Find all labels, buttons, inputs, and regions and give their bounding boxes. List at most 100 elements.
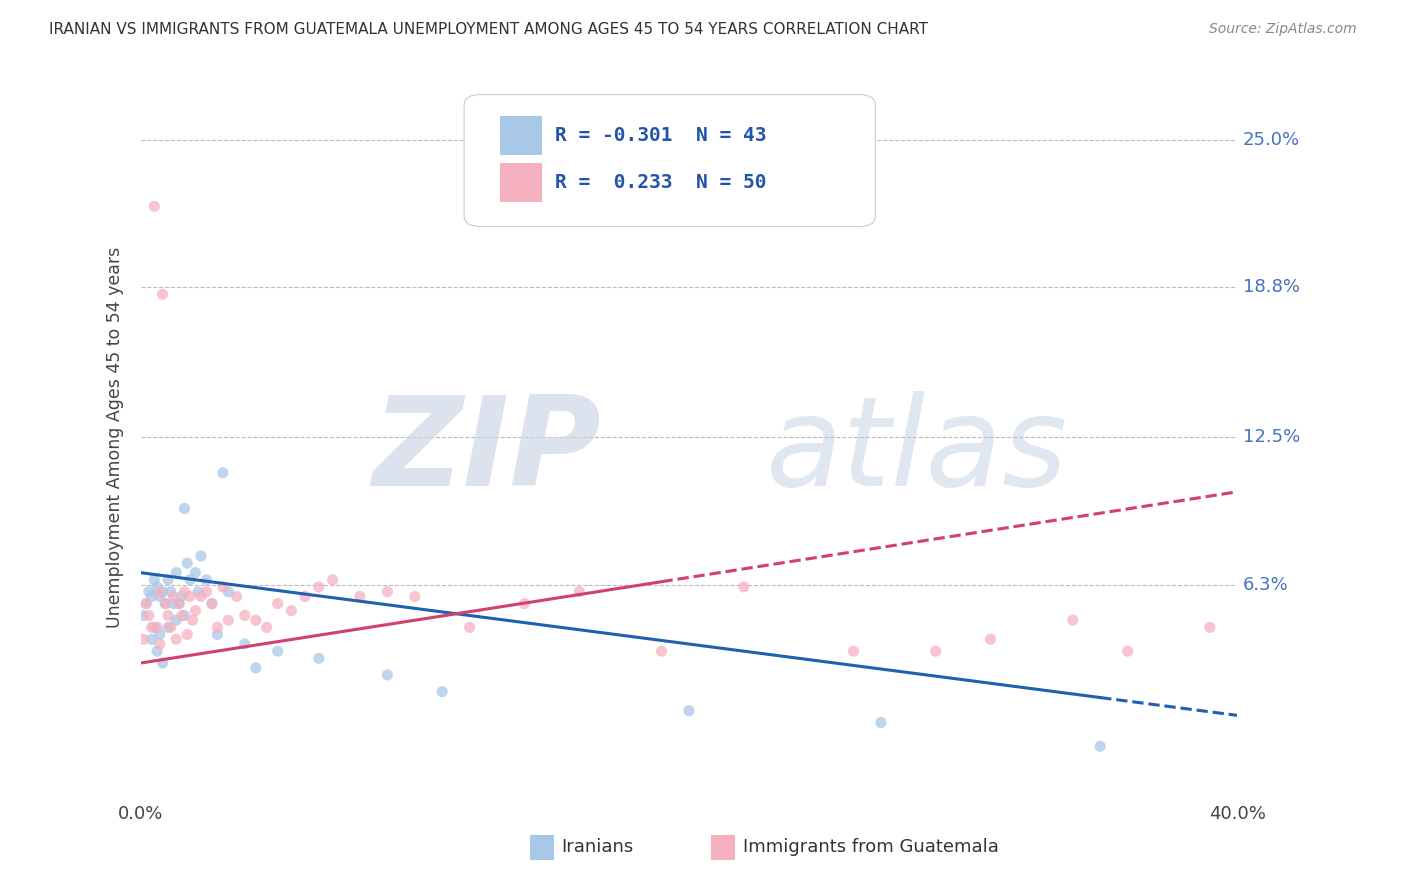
Point [141, 620, 163, 634]
Point [195, 573, 218, 587]
Point [190, 590, 212, 604]
Point [157, 573, 180, 587]
Text: IRANIAN VS IMMIGRANTS FROM GUATEMALA UNEMPLOYMENT AMONG AGES 45 TO 54 YEARS CORR: IRANIAN VS IMMIGRANTS FROM GUATEMALA UNE… [49, 22, 928, 37]
Point [217, 613, 239, 627]
Text: ZIP: ZIP [373, 391, 602, 512]
Point [1062, 613, 1084, 627]
Point [195, 584, 218, 599]
FancyBboxPatch shape [464, 95, 876, 227]
Point [138, 608, 160, 623]
Point [190, 549, 212, 563]
Point [678, 704, 700, 718]
Point [132, 632, 155, 647]
Point [184, 566, 207, 580]
Point [146, 580, 169, 594]
Point [267, 597, 290, 611]
Y-axis label: Unemployment Among Ages 45 to 54 years: Unemployment Among Ages 45 to 54 years [105, 246, 124, 628]
Point [141, 590, 163, 604]
Point [321, 573, 344, 587]
Point [162, 590, 184, 604]
Point [870, 715, 893, 730]
Point [155, 597, 177, 611]
Point [211, 466, 233, 480]
Point [280, 604, 302, 618]
Point [165, 566, 187, 580]
Point [980, 632, 1002, 647]
Point [146, 620, 169, 634]
Point [149, 627, 172, 641]
Point [430, 684, 453, 698]
Point [733, 580, 755, 594]
Point [179, 590, 201, 604]
Point [568, 584, 591, 599]
Point [187, 584, 209, 599]
Point [404, 590, 426, 604]
Point [159, 584, 181, 599]
Point [267, 644, 290, 658]
Point [152, 656, 174, 670]
Text: atlas: atlas [766, 391, 1067, 512]
Point [149, 584, 172, 599]
Point [458, 620, 481, 634]
Point [513, 597, 536, 611]
Point [217, 584, 239, 599]
Point [925, 644, 948, 658]
Point [159, 620, 181, 634]
Point [377, 584, 399, 599]
Point [377, 668, 399, 682]
Point [162, 597, 184, 611]
Point [308, 651, 330, 665]
Point [143, 620, 166, 634]
Point [165, 632, 187, 647]
Point [650, 644, 673, 658]
Point [170, 608, 193, 623]
Point [308, 580, 330, 594]
Point [173, 584, 195, 599]
Point [146, 644, 169, 658]
Point [176, 627, 198, 641]
Point [135, 597, 157, 611]
Point [294, 590, 316, 604]
Point [1116, 644, 1139, 658]
Point [1198, 620, 1220, 634]
Point [211, 580, 233, 594]
Point [181, 613, 204, 627]
Text: 12.5%: 12.5% [1243, 428, 1301, 446]
Point [225, 590, 247, 604]
Point [157, 620, 180, 634]
Point [207, 627, 229, 641]
Point [170, 590, 193, 604]
Text: Source: ZipAtlas.com: Source: ZipAtlas.com [1209, 22, 1357, 37]
Point [138, 584, 160, 599]
Text: R = -0.301  N = 43: R = -0.301 N = 43 [555, 126, 766, 145]
Text: R =  0.233  N = 50: R = 0.233 N = 50 [555, 173, 766, 192]
Text: 6.3%: 6.3% [1243, 575, 1288, 593]
Point [207, 620, 229, 634]
Point [135, 597, 157, 611]
FancyBboxPatch shape [530, 835, 554, 860]
Point [176, 556, 198, 570]
Point [245, 613, 267, 627]
FancyBboxPatch shape [711, 835, 735, 860]
Point [143, 573, 166, 587]
Point [143, 199, 166, 213]
Point [201, 597, 224, 611]
Point [152, 287, 174, 301]
Point [149, 590, 172, 604]
Point [165, 613, 187, 627]
Point [132, 608, 155, 623]
Point [233, 608, 256, 623]
Text: Immigrants from Guatemala: Immigrants from Guatemala [742, 838, 998, 856]
FancyBboxPatch shape [501, 116, 541, 155]
Point [167, 597, 190, 611]
Point [167, 597, 190, 611]
Point [1088, 739, 1111, 754]
Text: 25.0%: 25.0% [1243, 131, 1301, 149]
Point [157, 608, 180, 623]
Point [233, 637, 256, 651]
Point [201, 597, 224, 611]
Point [179, 573, 201, 587]
Text: 18.8%: 18.8% [1243, 278, 1299, 296]
Point [173, 608, 195, 623]
Point [349, 590, 371, 604]
